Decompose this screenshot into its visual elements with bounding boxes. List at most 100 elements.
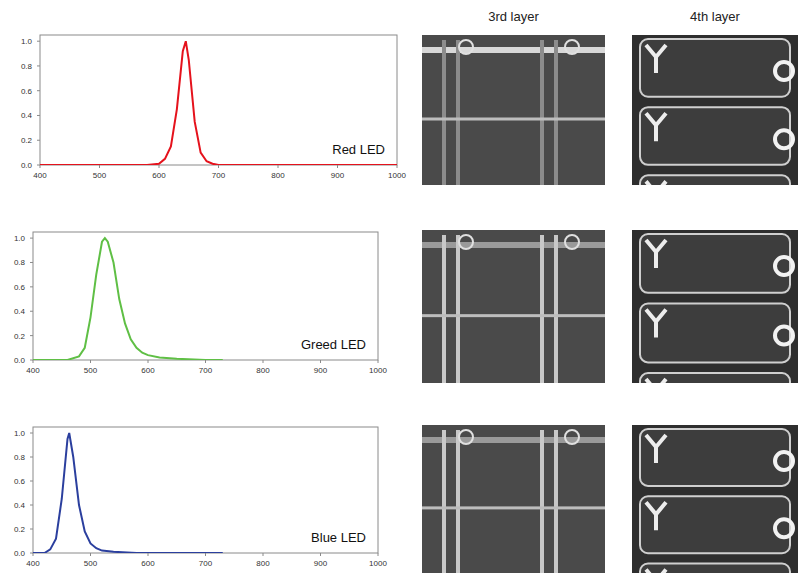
image-via (565, 235, 579, 249)
x-tick (218, 165, 219, 168)
image-y-shape (646, 240, 666, 268)
column-head: 3rd layer (488, 9, 539, 24)
x-tick-label: 800 (256, 559, 270, 568)
y-tick (30, 481, 33, 482)
x-tick (205, 360, 206, 363)
y-tick-label: 0.0 (21, 161, 33, 170)
y-tick-label: 1.0 (21, 37, 33, 46)
panel-label: Blue LED (311, 530, 366, 545)
image-via (775, 519, 793, 537)
image-via (565, 430, 579, 444)
column-head: 4th layer (690, 9, 741, 24)
y-tick-label: 0.8 (14, 453, 26, 462)
x-tick (33, 360, 34, 363)
image-bar (422, 118, 605, 121)
y-tick-label: 0.8 (14, 258, 26, 267)
x-tick (159, 165, 160, 168)
image-cell (640, 564, 790, 573)
x-tick-label: 700 (212, 171, 226, 180)
image-bar (442, 40, 446, 185)
image-cell (640, 39, 790, 97)
x-tick-label: 600 (141, 559, 155, 568)
x-tick (99, 165, 100, 168)
image-y-shape (646, 310, 666, 338)
y-tick-label: 0.4 (21, 111, 33, 120)
x-tick (378, 553, 379, 556)
image-via (459, 40, 473, 54)
x-tick-label: 900 (314, 559, 328, 568)
micrograph-4th (632, 35, 798, 185)
image-cell (640, 234, 790, 293)
x-tick-label: 500 (84, 366, 98, 375)
image-via (459, 235, 473, 249)
y-tick (37, 90, 40, 91)
plot-area (33, 433, 223, 553)
image-cell (640, 496, 790, 553)
micrograph-3rd (422, 425, 605, 573)
x-tick-label: 700 (199, 559, 213, 568)
x-tick-label: 1000 (369, 366, 387, 375)
x-tick (90, 360, 91, 363)
x-tick (40, 165, 41, 168)
image-y-shape (646, 113, 666, 141)
plot-frame (40, 35, 397, 165)
image-cell (640, 175, 790, 185)
y-tick (30, 433, 33, 434)
image-via (775, 62, 793, 80)
y-tick (30, 457, 33, 458)
x-tick (90, 553, 91, 556)
spectrum-line (33, 238, 223, 360)
y-tick-label: 0.0 (14, 549, 26, 558)
x-tick (397, 165, 398, 168)
image-via (775, 452, 793, 470)
y-tick (37, 140, 40, 141)
image-bar (422, 314, 605, 317)
x-tick-label: 1000 (388, 171, 406, 180)
image-bar (422, 506, 605, 509)
x-tick (263, 553, 264, 556)
y-tick-label: 0.6 (21, 87, 33, 96)
x-tick (337, 165, 338, 168)
image-bar (442, 235, 446, 383)
image-y-shape (646, 181, 666, 185)
y-tick (30, 238, 33, 239)
y-tick (37, 41, 40, 42)
image-bg (632, 230, 798, 383)
x-tick (320, 360, 321, 363)
image-y-shape (646, 435, 666, 463)
image-bar (540, 40, 544, 185)
image-cell (640, 304, 790, 363)
plot-area (33, 238, 223, 360)
y-tick (30, 262, 33, 263)
y-tick (30, 529, 33, 530)
figure: 0.0 0.2 0.4 0.6 0.8 1.0 400 500 600 700 800 900 1000… (0, 0, 802, 577)
image-cell (640, 373, 790, 383)
x-tick (205, 553, 206, 556)
image-via (775, 327, 793, 345)
image-bar (540, 235, 544, 383)
panel-label: Red LED (332, 142, 385, 157)
micrograph-4th (632, 425, 798, 573)
plot-area (40, 41, 397, 165)
chart-panel: 0.00.20.40.60.81.04005006007008009001000… (14, 427, 388, 568)
x-tick (378, 360, 379, 363)
image-bg (422, 35, 605, 185)
image-bar (554, 235, 558, 383)
y-tick-label: 0.4 (14, 307, 26, 316)
y-tick-label: 0.2 (21, 136, 33, 145)
y-tick-label: 0.4 (14, 501, 26, 510)
x-tick-label: 500 (84, 559, 98, 568)
x-tick-label: 400 (26, 366, 40, 375)
plot-frame (33, 427, 378, 553)
chart-panel: 0.00.20.40.60.81.04005006007008009001000… (21, 35, 407, 180)
x-tick (33, 553, 34, 556)
x-tick (148, 360, 149, 363)
x-tick-label: 900 (314, 366, 328, 375)
image-cell (640, 107, 790, 165)
micrograph-3rd (422, 35, 605, 185)
x-tick-label: 800 (256, 366, 270, 375)
image-bg (422, 425, 605, 573)
x-tick (148, 553, 149, 556)
x-tick-label: 700 (199, 366, 213, 375)
x-tick-label: 900 (331, 171, 345, 180)
